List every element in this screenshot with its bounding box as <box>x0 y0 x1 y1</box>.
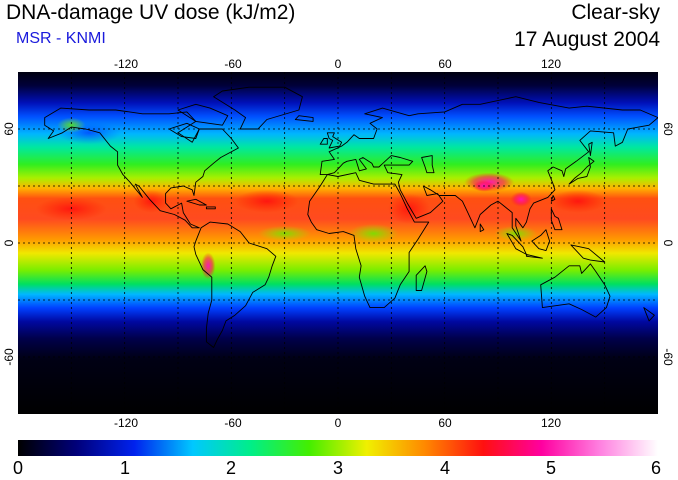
colorbar-tick: 1 <box>119 458 131 478</box>
source-label: MSR - KNMI <box>16 30 106 47</box>
lon-tick-bottom: 0 <box>334 416 342 430</box>
lon-tick-top: -120 <box>113 57 139 71</box>
coastline <box>525 253 543 259</box>
coastline <box>506 233 527 255</box>
map-title: DNA-damage UV dose (kJ/m2) <box>6 1 296 24</box>
sky-condition-label: Clear-sky <box>571 1 660 24</box>
lat-tick-right: 0 <box>661 239 675 247</box>
pacific-west-hotspot <box>549 189 607 213</box>
cloud-area <box>57 117 86 133</box>
coastline <box>643 307 655 322</box>
coastline <box>294 115 314 122</box>
colorbar <box>18 440 658 456</box>
uv-dose-map <box>18 72 658 414</box>
lon-tick-bottom: 120 <box>540 416 562 430</box>
lon-tick-top: 120 <box>540 57 562 71</box>
coastline <box>550 195 556 202</box>
coastline <box>479 223 485 233</box>
coastline <box>415 265 428 291</box>
lon-tick-top: 0 <box>334 57 342 71</box>
lat-tick-left: 60 <box>2 122 16 136</box>
colorbar-tick: 6 <box>650 458 662 478</box>
lon-tick-top: 60 <box>438 57 452 71</box>
coastline <box>568 157 595 185</box>
lat-tick-left: -60 <box>2 348 16 366</box>
date-label: 17 August 2004 <box>514 28 660 51</box>
asia-hotspot <box>510 191 532 207</box>
coastline <box>421 155 435 174</box>
coastline <box>205 206 216 210</box>
colorbar-tick: 0 <box>12 458 24 478</box>
lat-tick-right: -60 <box>661 348 675 366</box>
coastline <box>168 122 200 139</box>
coastline <box>531 229 551 252</box>
coastline <box>177 103 229 126</box>
coastline <box>213 86 303 130</box>
lon-tick-bottom: -120 <box>113 416 139 430</box>
arabia-hotspot <box>387 193 431 224</box>
colorbar-tick: 2 <box>225 458 237 478</box>
lon-tick-bottom: 60 <box>438 416 452 430</box>
coastline <box>326 132 343 149</box>
atlantic-hotspot <box>234 189 299 213</box>
coastline <box>588 141 593 157</box>
lon-tick-bottom: -60 <box>224 416 242 430</box>
coastline <box>540 263 611 318</box>
cloud-band <box>348 224 399 243</box>
coastline <box>319 96 658 242</box>
coastline <box>307 172 430 309</box>
colorbar-tick: 4 <box>439 458 451 478</box>
coastline <box>570 244 606 263</box>
coastline <box>550 208 563 231</box>
coastline <box>186 198 207 206</box>
andes-hotspot <box>201 252 216 280</box>
coastline <box>319 138 328 145</box>
lat-tick-left: 0 <box>2 239 16 247</box>
coastline <box>193 221 277 348</box>
lat-tick-right: 60 <box>661 122 675 136</box>
lon-tick-top: -60 <box>224 57 242 71</box>
colorbar-tick: 3 <box>332 458 344 478</box>
coastline <box>44 107 239 229</box>
colorbar-tick: 5 <box>545 458 557 478</box>
